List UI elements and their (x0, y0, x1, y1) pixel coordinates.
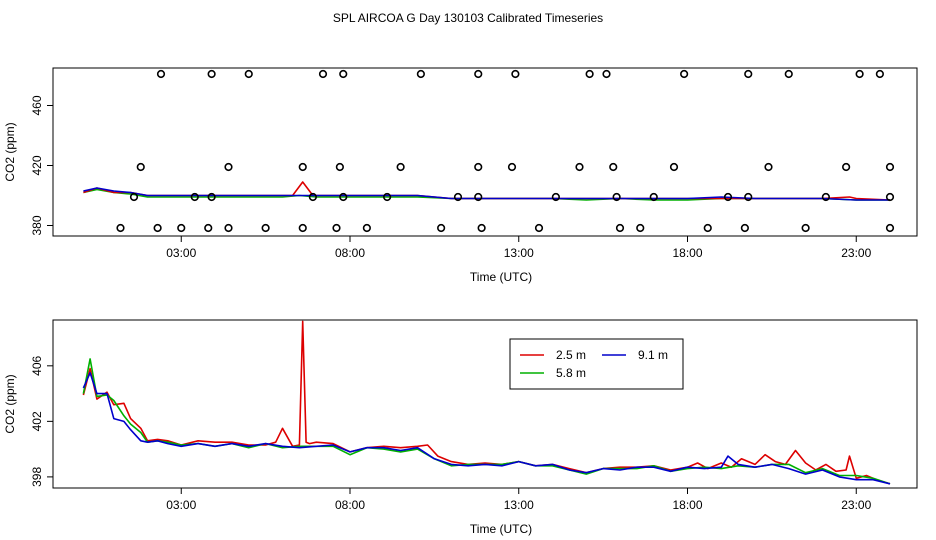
y-tick-label: 406 (30, 355, 44, 375)
data-point (615, 223, 625, 233)
legend-box (509, 338, 684, 390)
data-point (153, 223, 162, 233)
data-point (649, 192, 658, 202)
data-point (585, 69, 594, 79)
data-point (784, 69, 793, 79)
data-point (474, 69, 483, 79)
data-point (190, 192, 199, 202)
data-point (224, 162, 233, 172)
data-point (224, 223, 233, 233)
data-point (669, 162, 679, 172)
legend-label: 9.1 m (638, 348, 668, 362)
data-point (261, 223, 270, 233)
x-tick-label: 18:00 (672, 246, 702, 260)
y-tick-label: 420 (30, 155, 44, 175)
x-tick-label: 23:00 (841, 498, 871, 512)
x-tick-label: 08:00 (335, 498, 365, 512)
x-axis-label: Time (UTC) (470, 522, 532, 536)
data-point (855, 69, 864, 79)
data-point (318, 69, 328, 79)
y-tick-label: 380 (30, 215, 44, 235)
data-point (474, 192, 483, 202)
x-tick-label: 23:00 (841, 246, 871, 260)
series-line-2 (83, 187, 890, 201)
top-panel: 03:00 08:00 13:00 18:00 23:00 380 420 460 Time (… (3, 67, 918, 284)
data-point (744, 192, 753, 202)
data-point (875, 69, 884, 79)
data-point (744, 69, 753, 79)
legend-label: 2.5 m (556, 348, 586, 362)
data-point (612, 192, 621, 202)
plot-frame (52, 67, 918, 237)
data-point (801, 223, 810, 233)
data-point (396, 162, 405, 172)
data-point (885, 162, 895, 172)
x-tick-label: 13:00 (504, 498, 534, 512)
x-axis-label: Time (UTC) (470, 270, 532, 284)
data-point (207, 192, 216, 202)
x-tick-label: 08:00 (335, 246, 365, 260)
data-point (244, 69, 253, 79)
y-axis-label: CO2 (ppm) (3, 122, 17, 181)
data-point (308, 192, 317, 202)
data-point (821, 192, 830, 202)
plot-area (82, 320, 891, 485)
legend-label: 5.8 m (556, 366, 586, 380)
data-point (298, 223, 307, 233)
data-point (204, 223, 213, 233)
data-point (383, 192, 392, 202)
data-point (723, 192, 733, 202)
data-point (885, 192, 895, 202)
data-point (764, 162, 773, 172)
y-tick-label: 402 (30, 411, 44, 431)
data-point (474, 162, 483, 172)
data-point (416, 69, 425, 79)
x-tick-label: 13:00 (504, 246, 534, 260)
data-point (453, 192, 463, 202)
data-point (740, 223, 749, 233)
data-point (362, 223, 371, 233)
series-line-9-1-m (82, 371, 891, 485)
data-point (636, 223, 645, 233)
bottom-panel: 03:00 08:00 13:00 18:00 23:00 398 402 406 Time (… (3, 319, 918, 536)
y-tick-label: 460 (30, 95, 44, 115)
data-point (156, 69, 166, 79)
data-point (136, 162, 145, 172)
y-axis-label: CO2 (ppm) (3, 374, 17, 433)
series-line-2-5-m (82, 320, 891, 485)
data-point (575, 162, 584, 172)
data-point (680, 69, 689, 79)
data-point (437, 223, 446, 233)
plot-frame (52, 319, 918, 489)
x-tick-label: 03:00 (166, 246, 196, 260)
data-point (339, 69, 348, 79)
data-point (332, 223, 341, 233)
x-tick-label: 18:00 (672, 498, 702, 512)
data-point (511, 69, 520, 79)
data-point (534, 223, 544, 233)
data-point (129, 192, 139, 202)
data-point (477, 223, 486, 233)
plot-area (83, 69, 895, 233)
data-point (177, 223, 186, 233)
data-point (207, 69, 216, 79)
data-point (507, 162, 517, 172)
data-point (335, 162, 344, 172)
y-tick-label: 398 (30, 467, 44, 487)
data-point (602, 69, 611, 79)
data-point (339, 192, 348, 202)
legend: 2.5 m 5.8 m 9.1 m (509, 338, 684, 390)
data-point (116, 223, 125, 233)
figure-title: SPL AIRCOA G Day 130103 Calibrated Times… (333, 11, 603, 25)
data-point (842, 162, 851, 172)
data-point (298, 162, 307, 172)
data-point (885, 223, 895, 233)
data-point (551, 192, 560, 202)
data-point (703, 223, 712, 233)
x-tick-label: 03:00 (166, 498, 196, 512)
data-point (609, 162, 618, 172)
